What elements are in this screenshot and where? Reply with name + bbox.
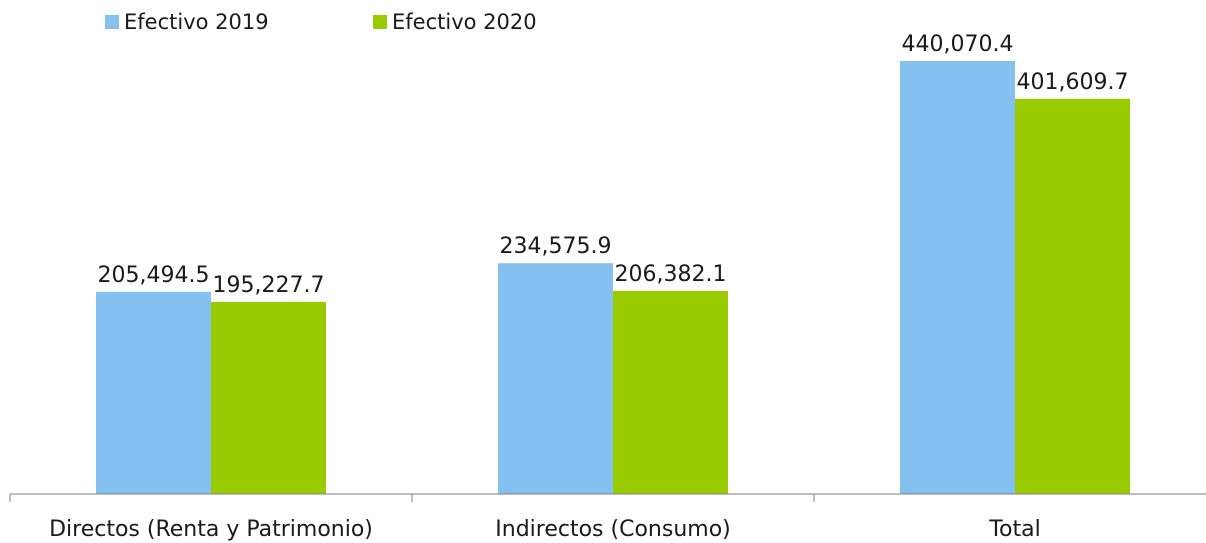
- data-label-total-series-1: 440,070.4: [902, 32, 1014, 57]
- bar-total-series-2: [1015, 98, 1130, 495]
- bar-indirectos-consumo-series-1: [498, 263, 613, 494]
- bar-directos-renta-y-patrimonio-series-1: [96, 291, 211, 494]
- legend: Efectivo 2019 Efectivo 2020: [105, 10, 537, 34]
- category-label-indirectos-consumo: Indirectos (Consumo): [495, 517, 730, 542]
- x-axis: [9, 493, 1206, 502]
- bar-indirectos-consumo-series-2: [613, 290, 728, 494]
- legend-label-efectivo-2019: Efectivo 2019: [124, 10, 269, 34]
- data-label-indirectos-consumo-series-2: 206,382.1: [615, 262, 727, 287]
- data-label-directos-renta-y-patrimonio-series-2: 195,227.7: [213, 273, 325, 298]
- legend-swatch-efectivo-2019: [105, 15, 119, 29]
- bar-total-series-1: [900, 61, 1015, 494]
- category-label-total: Total: [988, 517, 1040, 542]
- data-label-total-series-2: 401,609.7: [1017, 70, 1129, 95]
- legend-label-efectivo-2020: Efectivo 2020: [392, 10, 537, 34]
- category-label-directos-renta-y-patrimonio: Directos (Renta y Patrimonio): [49, 517, 373, 542]
- bar-directos-renta-y-patrimonio-series-2: [211, 301, 326, 494]
- category-labels: Directos (Renta y Patrimonio) Indirectos …: [49, 517, 1041, 542]
- data-label-indirectos-consumo-series-1: 234,575.9: [500, 234, 612, 259]
- legend-swatch-efectivo-2020: [373, 15, 387, 29]
- bars: [96, 61, 1130, 495]
- data-label-directos-renta-y-patrimonio-series-1: 205,494.5: [98, 263, 210, 288]
